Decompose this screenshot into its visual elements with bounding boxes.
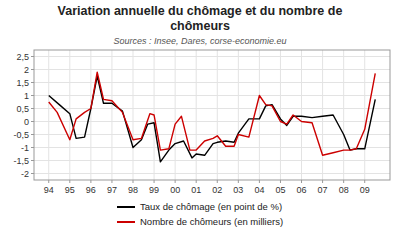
title: Variation annuelle du chômage et du nomb… xyxy=(58,4,343,33)
grid-line-x xyxy=(48,50,49,180)
grid-line-x xyxy=(301,50,302,180)
y-tick xyxy=(31,108,34,109)
x-tick-label: 98 xyxy=(128,185,138,195)
x-tick xyxy=(343,180,344,183)
grid-line-x xyxy=(196,50,197,180)
grid-line-y xyxy=(34,95,390,96)
y-tick-label: 2 xyxy=(24,65,29,75)
y-tick xyxy=(31,160,34,161)
y-tick-label: 1 xyxy=(24,91,29,101)
grid-line-x xyxy=(343,50,344,180)
grid-line-y xyxy=(34,173,390,174)
legend-item: Taux de chômage (en point de %) xyxy=(117,201,282,212)
x-tick-label: 06 xyxy=(297,185,307,195)
y-axis: -2 -1,5 -1 -0,5 0 0,5 1 1,5 2 2,5 xyxy=(13,52,34,179)
x-tick-label: 04 xyxy=(254,185,264,195)
x-tick xyxy=(111,180,112,183)
grid-line-y xyxy=(34,160,390,161)
x-tick-label: 02 xyxy=(212,185,222,195)
y-tick xyxy=(31,69,34,70)
grid-line-x xyxy=(364,50,365,180)
y-tick xyxy=(31,121,34,122)
x-tick-label: 01 xyxy=(191,185,201,195)
plot-frame xyxy=(34,50,390,180)
x-tick-label: 08 xyxy=(339,185,349,195)
y-tick xyxy=(31,82,34,83)
legend: Taux de chômage (en point de %) Nombre de… xyxy=(117,201,283,227)
x-tick-label: 07 xyxy=(318,185,328,195)
y-tick-label: 2,5 xyxy=(16,52,29,62)
grid-line-x xyxy=(217,50,218,180)
x-tick-label: 00 xyxy=(170,185,180,195)
x-tick-label: 09 xyxy=(360,185,370,195)
x-tick-label: 97 xyxy=(107,185,117,195)
grid-line-x xyxy=(90,50,91,180)
x-tick-label: 95 xyxy=(65,185,75,195)
x-tick xyxy=(69,180,70,183)
x-tick xyxy=(133,180,134,183)
grid-line-x xyxy=(280,50,281,180)
grid-line-x xyxy=(238,50,239,180)
x-tick-label: 96 xyxy=(86,185,96,195)
y-tick-label: 0 xyxy=(24,117,29,127)
legend-swatch xyxy=(117,221,135,223)
grid-line-y xyxy=(34,108,390,109)
legend-label: Taux de chômage (en point de %) xyxy=(140,201,282,212)
grid-line-y xyxy=(34,147,390,148)
x-tick xyxy=(217,180,218,183)
series-line xyxy=(49,76,376,162)
y-tick xyxy=(31,134,34,135)
x-tick xyxy=(364,180,365,183)
grid-line-y xyxy=(34,56,390,57)
x-tick xyxy=(196,180,197,183)
x-tick xyxy=(175,180,176,183)
x-tick-label: 99 xyxy=(149,185,159,195)
x-tick xyxy=(259,180,260,183)
grid-line-x xyxy=(175,50,176,180)
x-tick xyxy=(238,180,239,183)
grid-line-x xyxy=(111,50,112,180)
y-tick-label: 1,5 xyxy=(16,78,29,88)
y-tick xyxy=(31,95,34,96)
series-lines xyxy=(49,72,376,162)
y-tick xyxy=(31,147,34,148)
grid xyxy=(34,50,390,180)
x-tick xyxy=(90,180,91,183)
x-tick xyxy=(48,180,49,183)
x-tick xyxy=(322,180,323,183)
chart: Variation annuelle du chômage et du nomb… xyxy=(0,0,400,249)
y-tick-label: -1 xyxy=(21,143,29,153)
x-tick xyxy=(301,180,302,183)
x-tick xyxy=(154,180,155,183)
y-tick-label: -0,5 xyxy=(13,130,29,140)
x-tick-label: 03 xyxy=(233,185,243,195)
series-line xyxy=(49,72,376,155)
x-tick xyxy=(280,180,281,183)
legend-label: Nombre de chômeurs (en milliers) xyxy=(140,216,283,227)
y-tick xyxy=(31,56,34,57)
y-tick-label: -1,5 xyxy=(13,156,29,166)
y-tick-label: 0,5 xyxy=(16,104,29,114)
grid-line-x xyxy=(322,50,323,180)
subtitle: Sources : Insee, Dares, corse-economie.e… xyxy=(113,36,286,46)
x-axis: 94 95 96 97 98 99 00 01 02 03 04 05 06 07 08 09 xyxy=(44,180,370,195)
grid-line-x xyxy=(259,50,260,180)
y-tick xyxy=(31,173,34,174)
grid-line-y xyxy=(34,134,390,135)
grid-line-y xyxy=(34,69,390,70)
legend-item: Nombre de chômeurs (en milliers) xyxy=(117,216,283,227)
x-tick-label: 05 xyxy=(275,185,285,195)
y-tick-label: -2 xyxy=(21,169,29,179)
grid-line-y xyxy=(34,82,390,83)
x-tick-label: 94 xyxy=(44,185,54,195)
legend-swatch xyxy=(117,206,135,208)
grid-line-x xyxy=(133,50,134,180)
